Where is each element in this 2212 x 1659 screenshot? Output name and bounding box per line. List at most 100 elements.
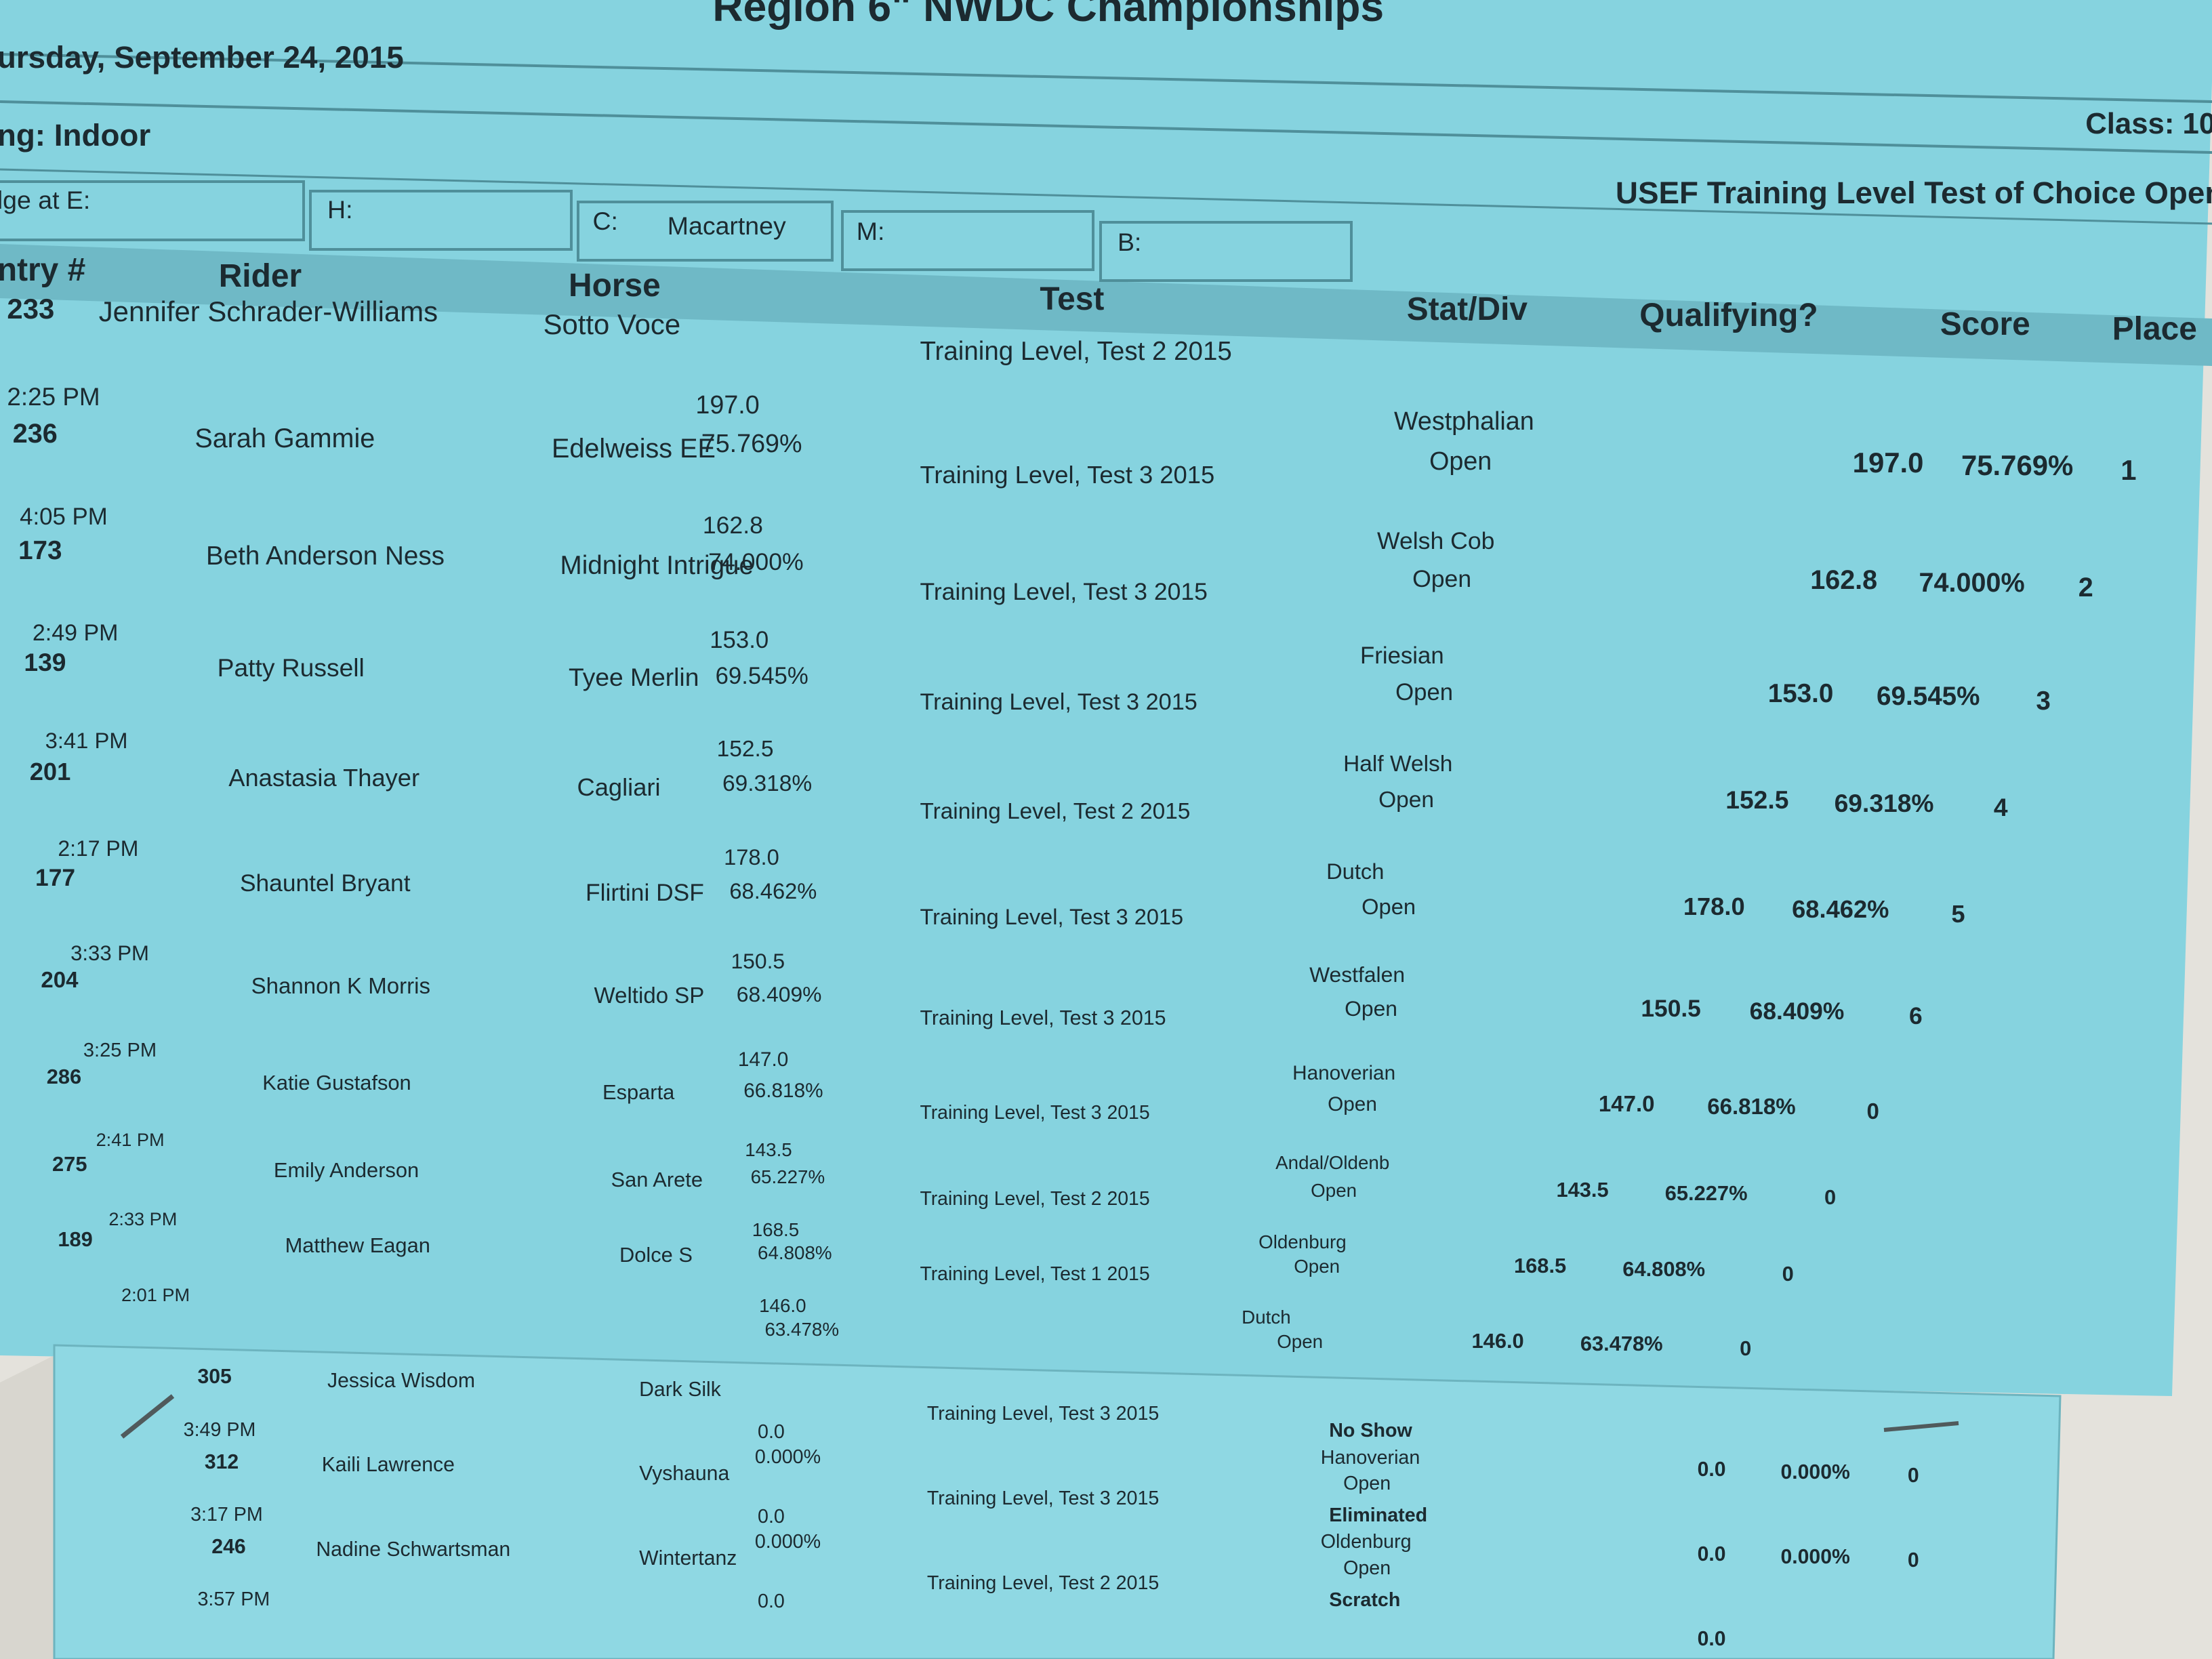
score-final: 0.0 — [1697, 1543, 1726, 1566]
horse-name: Tyee Merlin — [569, 663, 699, 692]
score: 143.5 — [745, 1139, 792, 1160]
division: Open — [1361, 893, 1416, 919]
judge-label: C: — [592, 207, 618, 236]
rider-name: Shauntel Bryant — [239, 870, 411, 897]
judge-label: H: — [327, 195, 353, 224]
ride-time: 3:17 PM — [190, 1504, 263, 1526]
score-final: 153.0 — [1767, 678, 1834, 708]
rule — [0, 53, 2212, 103]
score-final: 152.5 — [1725, 785, 1789, 815]
judge-box — [309, 190, 573, 251]
column-header: Rider — [218, 258, 302, 294]
place: 0 — [1907, 1549, 1919, 1572]
division: Open — [1345, 996, 1398, 1021]
test-name: Training Level, Test 2 2015 — [920, 1187, 1150, 1210]
ride-time: 3:33 PM — [70, 941, 149, 965]
ride-time: 2:25 PM — [7, 382, 100, 411]
test-name: Training Level, Test 3 2015 — [920, 1006, 1166, 1030]
test-name: Training Level, Test 3 2015 — [926, 1488, 1160, 1510]
division: Open — [1343, 1557, 1391, 1579]
test-name: Training Level, Test 2 2015 — [926, 1572, 1160, 1595]
percent: 65.227% — [750, 1166, 825, 1188]
entry-number: 286 — [46, 1064, 82, 1088]
staple — [1883, 1421, 1959, 1432]
ride-time: 2:33 PM — [108, 1208, 178, 1229]
place: 0 — [1782, 1261, 1794, 1286]
test-name: Training Level, Test 3 2015 — [920, 461, 1215, 489]
judge-label: M: — [856, 216, 885, 245]
column-header: Place — [2112, 311, 2197, 348]
horse-name: Dark Silk — [639, 1378, 721, 1401]
entry-number: 173 — [18, 535, 62, 565]
event-title: Region 6" NWDC Championships — [712, 0, 1385, 31]
wall — [0, 1328, 54, 1659]
place: 0 — [1907, 1464, 1919, 1487]
place: 2 — [2078, 572, 2093, 602]
horse-name: Wintertanz — [639, 1547, 737, 1570]
score: 152.5 — [716, 737, 774, 762]
rider-name: Jennifer Schrader-Williams — [98, 295, 438, 328]
percent-final: 64.808% — [1622, 1256, 1706, 1281]
percent: 63.478% — [764, 1319, 839, 1340]
score: 162.8 — [702, 511, 763, 539]
judge-box — [0, 180, 305, 241]
score: 0.0 — [758, 1505, 785, 1528]
place: 6 — [1908, 1002, 1923, 1029]
breed: Oldenburg — [1258, 1231, 1347, 1253]
column-header: Score — [1940, 306, 2030, 342]
place: 4 — [1993, 793, 2008, 822]
rider-name: Kaili Lawrence — [321, 1454, 455, 1477]
percent: 68.462% — [729, 878, 817, 904]
test-name: Training Level, Test 3 2015 — [920, 577, 1208, 605]
entry-number: 201 — [29, 758, 71, 786]
division: Open — [1277, 1331, 1324, 1353]
horse-name: Vyshauna — [639, 1462, 730, 1486]
entry-number: 189 — [58, 1227, 93, 1251]
rider-name: Nadine Schwartsman — [316, 1538, 511, 1561]
percent: 75.769% — [701, 429, 802, 458]
breed: Westphalian — [1394, 406, 1534, 435]
score-final: 150.5 — [1641, 995, 1701, 1022]
horse-name: Flirtini DSF — [586, 880, 704, 907]
ride-time: 2:41 PM — [96, 1129, 165, 1151]
entry-status: No Show — [1329, 1420, 1412, 1442]
judge-box — [1099, 221, 1353, 282]
score: 153.0 — [710, 628, 769, 654]
division: Open — [1343, 1472, 1391, 1494]
horse-name: Sotto Voce — [543, 308, 681, 340]
percent: 74.000% — [708, 548, 804, 576]
entry-status: Scratch — [1329, 1589, 1401, 1612]
division: Open — [1378, 787, 1435, 813]
percent-final: 0.000% — [1780, 1460, 1850, 1483]
place: 5 — [1951, 899, 1965, 928]
entry-number: 236 — [12, 418, 58, 449]
rider-name: Beth Anderson Ness — [205, 541, 445, 571]
score-final: 143.5 — [1556, 1178, 1609, 1202]
breed: Welsh Cob — [1377, 527, 1495, 555]
percent: 68.409% — [736, 981, 822, 1006]
percent: 66.818% — [743, 1079, 823, 1102]
breed: Half Welsh — [1343, 752, 1453, 777]
rider-name: Anastasia Thayer — [228, 763, 420, 792]
ride-time: 3:57 PM — [197, 1589, 270, 1611]
score: 197.0 — [695, 390, 760, 419]
rider-name: Patty Russell — [217, 653, 365, 682]
horse-name: Cagliari — [577, 773, 661, 801]
breed: Hanoverian — [1292, 1061, 1396, 1084]
class-title: USEF Training Level Test of Choice Open — [1615, 176, 2212, 211]
score-final: 168.5 — [1513, 1254, 1567, 1278]
score: 178.0 — [724, 844, 779, 870]
staple — [120, 1394, 175, 1439]
horse-name: Edelweiss EE — [552, 434, 716, 464]
horse-name: Dolce S — [619, 1242, 693, 1267]
score: 150.5 — [731, 949, 785, 974]
percent: 69.318% — [722, 771, 813, 797]
ride-time: 4:05 PM — [20, 504, 108, 531]
percent-final: 69.318% — [1834, 788, 1934, 817]
score-final: 162.8 — [1810, 565, 1878, 595]
judge-name: Macartney — [667, 211, 786, 241]
entry-number: 177 — [35, 864, 76, 891]
breed: Andal/Oldenb — [1275, 1151, 1390, 1173]
